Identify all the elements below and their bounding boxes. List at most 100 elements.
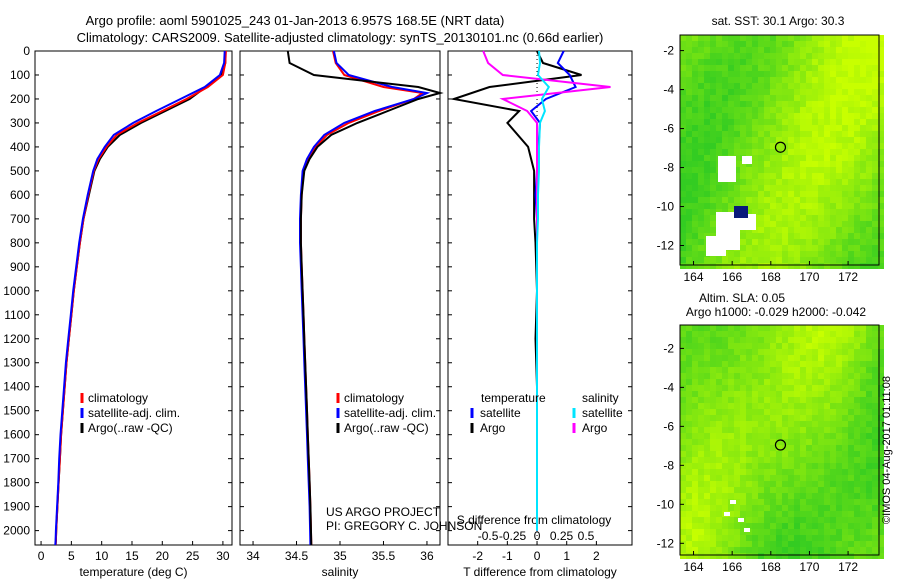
map-cell	[716, 547, 722, 553]
map-cell	[740, 245, 746, 251]
map-cell	[740, 65, 746, 71]
map-cell	[788, 487, 794, 493]
map-cell	[794, 245, 800, 251]
map-cell	[704, 125, 710, 131]
map-cell	[794, 257, 800, 263]
map-cell	[812, 409, 818, 415]
map-cell	[770, 367, 776, 373]
map-cell	[866, 71, 872, 77]
map-cell	[848, 421, 854, 427]
map-cell	[692, 439, 698, 445]
map-cell	[830, 439, 836, 445]
map-cell	[680, 385, 686, 391]
map-cell	[848, 257, 854, 263]
salinity-satellite-line	[299, 50, 431, 546]
map-cell	[824, 245, 830, 251]
map-cell	[872, 367, 878, 373]
map-cell	[716, 331, 722, 337]
map-cell	[824, 137, 830, 143]
map-cell	[692, 493, 698, 499]
map-cell	[836, 331, 842, 337]
map-cell	[818, 107, 824, 113]
map-cell	[824, 239, 830, 245]
map-cell	[806, 65, 812, 71]
map-cell	[710, 547, 716, 553]
map-cell	[764, 367, 770, 373]
map-cell	[788, 221, 794, 227]
map-cell	[782, 89, 788, 95]
map-cell	[830, 457, 836, 463]
map-cell	[878, 125, 884, 131]
map-cell	[728, 89, 734, 95]
map-cell	[788, 257, 794, 263]
map-cell	[770, 403, 776, 409]
map-cell	[734, 343, 740, 349]
map-cell	[734, 457, 740, 463]
map-cell	[716, 415, 722, 421]
map-cell	[710, 47, 716, 53]
map-cell	[878, 331, 884, 337]
map-cell	[878, 517, 884, 523]
map-cell	[746, 107, 752, 113]
map-cell	[716, 95, 722, 101]
map-cell	[716, 143, 722, 149]
map-cell	[794, 463, 800, 469]
map-cell	[734, 41, 740, 47]
map-cell	[758, 457, 764, 463]
map-cell	[836, 349, 842, 355]
map-cell	[818, 65, 824, 71]
map-cell	[878, 59, 884, 65]
map-cell	[860, 385, 866, 391]
sla-map-title2: Argo h1000: -0.029 h2000: -0.042	[686, 305, 866, 319]
map-cell	[698, 191, 704, 197]
map-cell	[764, 343, 770, 349]
map-cell	[698, 541, 704, 547]
map-cell	[812, 475, 818, 481]
map-cell	[848, 409, 854, 415]
map-cell	[848, 113, 854, 119]
map-cell	[848, 221, 854, 227]
map-cell	[728, 149, 734, 155]
map-cell	[698, 421, 704, 427]
map-cell	[728, 185, 734, 191]
map-cell	[776, 65, 782, 71]
map-cell	[716, 469, 722, 475]
map-cell	[764, 47, 770, 53]
map-cell	[758, 511, 764, 517]
map-cell	[842, 325, 848, 331]
map-cell	[794, 541, 800, 547]
map-cell	[722, 523, 728, 529]
map-cell	[836, 511, 842, 517]
map-cell	[698, 505, 704, 511]
map-cell	[794, 505, 800, 511]
map-cell	[860, 161, 866, 167]
map-cell	[800, 119, 806, 125]
map-cell	[836, 475, 842, 481]
map-cell	[878, 373, 884, 379]
map-cell	[806, 403, 812, 409]
map-cell	[728, 451, 734, 457]
map-cell	[800, 535, 806, 541]
map-cell	[752, 233, 758, 239]
map-cell	[752, 529, 758, 535]
map-cell	[776, 355, 782, 361]
map-cell	[806, 89, 812, 95]
map-cell	[848, 95, 854, 101]
map-cell	[746, 493, 752, 499]
map-cell	[758, 355, 764, 361]
map-cell	[842, 361, 848, 367]
map-cell	[788, 553, 794, 559]
map-cell	[680, 185, 686, 191]
map-cell	[806, 233, 812, 239]
map-cell	[782, 137, 788, 143]
legend-label: climatology	[344, 391, 404, 405]
map-cell	[716, 41, 722, 47]
map-cell	[770, 439, 776, 445]
map-cell	[788, 397, 794, 403]
temperature-satellite-line	[54, 50, 226, 546]
map-cell	[686, 239, 692, 245]
map-cell	[752, 415, 758, 421]
map-cell	[818, 505, 824, 511]
map-cell	[818, 337, 824, 343]
map-cell	[794, 59, 800, 65]
